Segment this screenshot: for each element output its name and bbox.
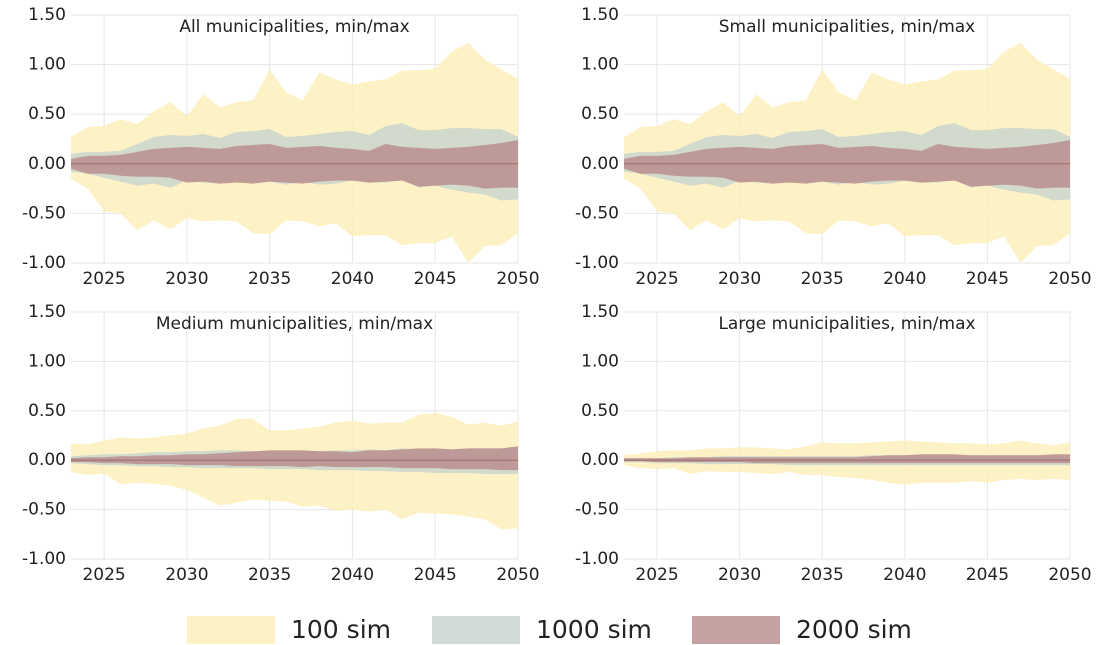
x-tick-label: 2035 <box>801 269 844 289</box>
x-tick-label: 2050 <box>1048 269 1091 289</box>
chart-title: Large municipalities, min/max <box>718 314 975 334</box>
x-tick-label: 2030 <box>718 269 761 289</box>
y-tick-label: 1.50 <box>581 5 619 25</box>
x-tick-label: 2030 <box>718 565 761 585</box>
x-tick-label: 2025 <box>635 565 678 585</box>
legend-label: 2000 sim <box>796 615 912 644</box>
x-tick-label: 2050 <box>496 565 539 585</box>
legend-label: 1000 sim <box>536 615 652 644</box>
x-tick-label: 2040 <box>883 565 926 585</box>
y-tick-label: -0.50 <box>22 203 66 223</box>
y-tick-label: -0.50 <box>575 500 619 520</box>
x-tick-label: 2025 <box>635 269 678 289</box>
chart-title: All municipalities, min/max <box>179 17 409 37</box>
legend-swatch <box>692 616 780 644</box>
x-tick-label: 2045 <box>966 269 1009 289</box>
x-tick-label: 2045 <box>414 269 457 289</box>
legend-swatch <box>432 616 520 644</box>
x-tick-label: 2040 <box>331 269 374 289</box>
y-tick-label: 1.50 <box>581 302 619 322</box>
legend-label: 100 sim <box>291 615 391 644</box>
band <box>71 412 518 530</box>
chart-title: Medium municipalities, min/max <box>156 314 433 334</box>
x-tick-label: 2045 <box>414 565 457 585</box>
y-tick-label: 1.00 <box>28 351 66 371</box>
y-tick-label: -0.50 <box>22 500 66 520</box>
legend-swatch <box>187 616 275 644</box>
x-tick-label: 2050 <box>1048 565 1091 585</box>
y-tick-label: -1.00 <box>22 549 66 569</box>
y-tick-label: -0.50 <box>575 203 619 223</box>
y-tick-label: 1.50 <box>28 302 66 322</box>
band <box>624 454 1070 464</box>
x-tick-label: 2050 <box>496 269 539 289</box>
band <box>71 446 518 471</box>
y-tick-label: 1.50 <box>28 5 66 25</box>
y-tick-label: 0.50 <box>28 104 66 124</box>
y-tick-label: 1.00 <box>581 351 619 371</box>
y-tick-label: 1.00 <box>581 55 619 75</box>
x-tick-label: 2030 <box>165 565 208 585</box>
y-tick-label: 0.00 <box>28 450 66 470</box>
y-tick-label: -1.00 <box>22 253 66 273</box>
y-tick-label: -1.00 <box>575 549 619 569</box>
chart-title: Small municipalities, min/max <box>719 17 976 37</box>
y-tick-label: 0.00 <box>28 154 66 174</box>
y-tick-label: -1.00 <box>575 253 619 273</box>
x-tick-label: 2035 <box>248 565 291 585</box>
y-tick-label: 0.50 <box>581 401 619 421</box>
x-tick-label: 2040 <box>883 269 926 289</box>
x-tick-label: 2035 <box>801 565 844 585</box>
x-tick-label: 2045 <box>966 565 1009 585</box>
y-tick-label: 0.50 <box>581 104 619 124</box>
x-tick-label: 2035 <box>248 269 291 289</box>
y-tick-label: 0.00 <box>581 450 619 470</box>
y-tick-label: 1.00 <box>28 55 66 75</box>
y-tick-label: 0.50 <box>28 401 66 421</box>
x-tick-label: 2040 <box>331 565 374 585</box>
x-tick-label: 2030 <box>165 269 208 289</box>
x-tick-label: 2025 <box>82 269 125 289</box>
x-tick-label: 2025 <box>82 565 125 585</box>
y-tick-label: 0.00 <box>581 154 619 174</box>
